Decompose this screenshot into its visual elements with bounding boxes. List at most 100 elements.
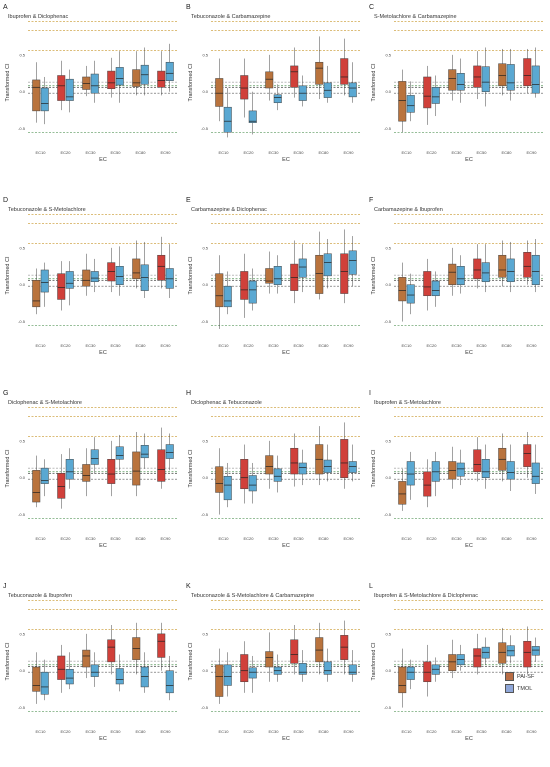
box (473, 449, 482, 473)
box (82, 76, 91, 90)
box (65, 271, 74, 289)
x-tick-label: EC90 (343, 343, 354, 348)
y-tick-label: -0.5 (384, 705, 392, 710)
box (456, 266, 465, 285)
box (398, 81, 407, 122)
x-tick-label: EC20 (426, 150, 437, 155)
box (115, 67, 124, 86)
box (57, 273, 66, 300)
x-tick-label: EC80 (501, 729, 512, 734)
box (157, 254, 166, 281)
box (298, 258, 307, 278)
x-tick-label: EC20 (243, 150, 254, 155)
x-tick-label: EC30 (268, 343, 279, 348)
box (506, 461, 515, 480)
panel-letter: D (3, 197, 8, 204)
box (82, 464, 91, 482)
x-tick-label: EC10 (401, 536, 412, 541)
panel-title: Tebuconazole & Carbamazepine (191, 14, 271, 20)
x-tick-label: EC10 (218, 536, 229, 541)
y-axis-label: Transformed CI (188, 642, 194, 680)
y-axis-label: Transformed CI (188, 256, 194, 294)
x-tick-label: EC10 (35, 150, 46, 155)
box (82, 269, 91, 287)
panel-title: Tebuconazole & S-Metolachlore & Carbamaz… (191, 593, 314, 599)
box (315, 637, 324, 663)
box (82, 649, 91, 668)
box (240, 459, 249, 490)
box (157, 633, 166, 658)
box (240, 75, 249, 100)
box (240, 271, 249, 300)
x-tick-label: EC50 (293, 150, 304, 155)
box (498, 642, 507, 664)
box (90, 73, 99, 94)
x-tick-label: EC50 (476, 150, 487, 155)
panel-title: Ibuprofen & S-Metolachlore (374, 400, 441, 406)
x-tick-label: EC30 (451, 150, 462, 155)
box (32, 470, 41, 503)
panel-letter: A (3, 4, 8, 11)
box (248, 110, 257, 123)
box (248, 280, 257, 304)
x-tick-label: EC80 (501, 150, 512, 155)
box (290, 65, 299, 88)
panel-title: Diclophenac & Tebuconazole (191, 400, 262, 406)
box (523, 640, 532, 668)
y-tick-label: 0.5 (385, 52, 391, 57)
panel-letter: J (3, 583, 7, 590)
box (531, 254, 540, 285)
box (165, 444, 174, 459)
y-tick-label: 0.5 (202, 438, 208, 443)
x-tick-label: EC30 (85, 729, 96, 734)
box (157, 449, 166, 482)
x-tick-label: EC90 (343, 729, 354, 734)
box (423, 76, 432, 109)
box (65, 668, 74, 685)
box (115, 446, 124, 460)
x-tick-label: EC10 (401, 343, 412, 348)
y-axis-label: Transformed CI (5, 449, 11, 487)
box (32, 280, 41, 308)
box (523, 444, 532, 467)
y-axis-label: Transformed CI (371, 63, 377, 101)
box (348, 664, 357, 675)
box (165, 61, 174, 81)
box (481, 459, 490, 478)
box (348, 250, 357, 275)
panel-c: CS-Metolachlore & Carbamazepine 0.5 0.0 -0.… (369, 4, 544, 163)
box (406, 666, 415, 680)
x-tick-label: EC50 (293, 343, 304, 348)
legend-swatch-tmol (505, 684, 514, 693)
y-tick-label: 0.5 (202, 631, 208, 636)
x-axis-label: EC (99, 157, 107, 163)
x-axis-label: EC (99, 350, 107, 356)
x-axis-label: EC (282, 736, 290, 742)
box (431, 87, 440, 104)
box (448, 263, 457, 285)
box (506, 64, 515, 91)
box (57, 75, 66, 101)
box (315, 61, 324, 85)
x-tick-label: EC30 (451, 729, 462, 734)
panel-title: S-Metolachlore & Carbamazepine (374, 14, 457, 20)
box (315, 254, 324, 294)
x-tick-label: EC90 (343, 150, 354, 155)
x-tick-label: EC90 (526, 729, 537, 734)
x-tick-label: EC20 (60, 150, 71, 155)
box (398, 666, 407, 694)
y-tick-label: 0.0 (19, 668, 25, 673)
box (473, 65, 482, 88)
box (431, 280, 440, 297)
x-axis-label: EC (99, 543, 107, 549)
panel-title: Ibuprofen & Diclophenac (8, 14, 68, 20)
box (398, 277, 407, 302)
box (240, 654, 249, 683)
box (531, 65, 540, 94)
